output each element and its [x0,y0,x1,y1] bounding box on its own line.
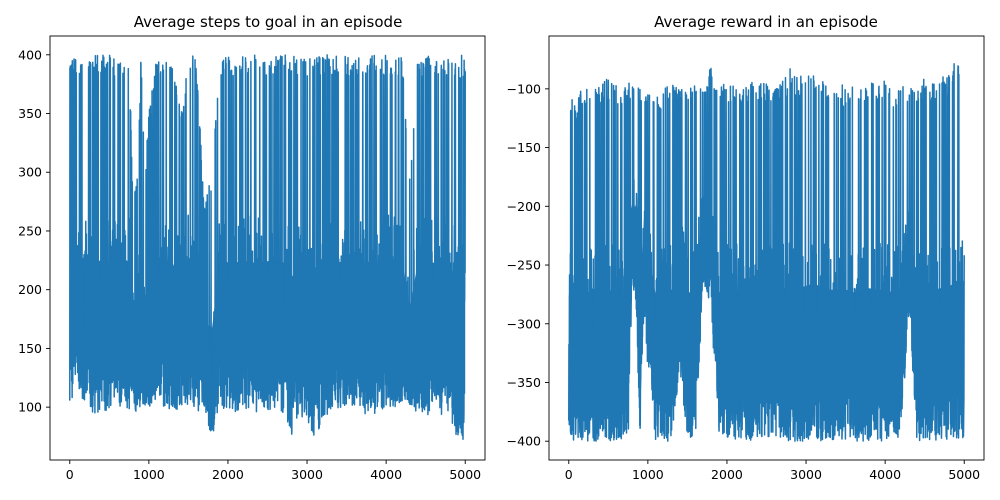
x-tick-label: 1000 [133,467,165,482]
y-tick-label: 400 [18,47,42,62]
y-axis: 100 150 200 250 300 350 400 [18,47,50,415]
y-tick-label: 350 [18,106,42,121]
series-line [568,63,965,442]
x-axis: 0 1000 2000 3000 4000 5000 [66,460,481,482]
y-tick-label: 300 [18,165,42,180]
x-tick-label: 4000 [370,467,402,482]
x-tick-label: 0 [565,467,573,482]
x-tick-label: 2000 [711,467,743,482]
x-tick-label: 5000 [449,467,481,482]
chart-title: Average steps to goal in an episode [134,13,403,31]
y-tick-label: −250 [507,258,541,273]
chart-title: Average reward in an episode [654,13,878,31]
x-tick-label: 0 [66,467,74,482]
axes-frame [49,35,486,461]
x-axis: 0 1000 2000 3000 4000 5000 [565,460,980,482]
plot-area [69,54,466,440]
x-tick-label: 1000 [632,467,664,482]
axes-frame [548,35,985,461]
y-tick-label: −400 [507,434,541,449]
x-tick-label: 5000 [948,467,980,482]
y-tick-label: −350 [507,375,541,390]
y-tick-label: −100 [507,81,541,96]
x-tick-label: 3000 [291,467,323,482]
y-tick-label: 200 [18,282,42,297]
y-tick-label: 250 [18,223,42,238]
reward-chart: Average reward in an episode 0 1000 2000 30… [507,13,985,482]
y-tick-label: 150 [18,341,42,356]
y-tick-label: −200 [507,199,541,214]
plot-area [568,63,965,442]
series-line [69,54,466,440]
y-axis: −100 −150 −200 −250 −300 −350 −400 [507,81,549,449]
y-tick-label: −150 [507,140,541,155]
x-tick-label: 4000 [869,467,901,482]
steps-chart: Average steps to goal in an episode 0 100… [18,13,486,482]
x-tick-label: 2000 [212,467,244,482]
x-tick-label: 3000 [790,467,822,482]
y-tick-label: −300 [507,316,541,331]
y-tick-label: 100 [18,400,42,415]
